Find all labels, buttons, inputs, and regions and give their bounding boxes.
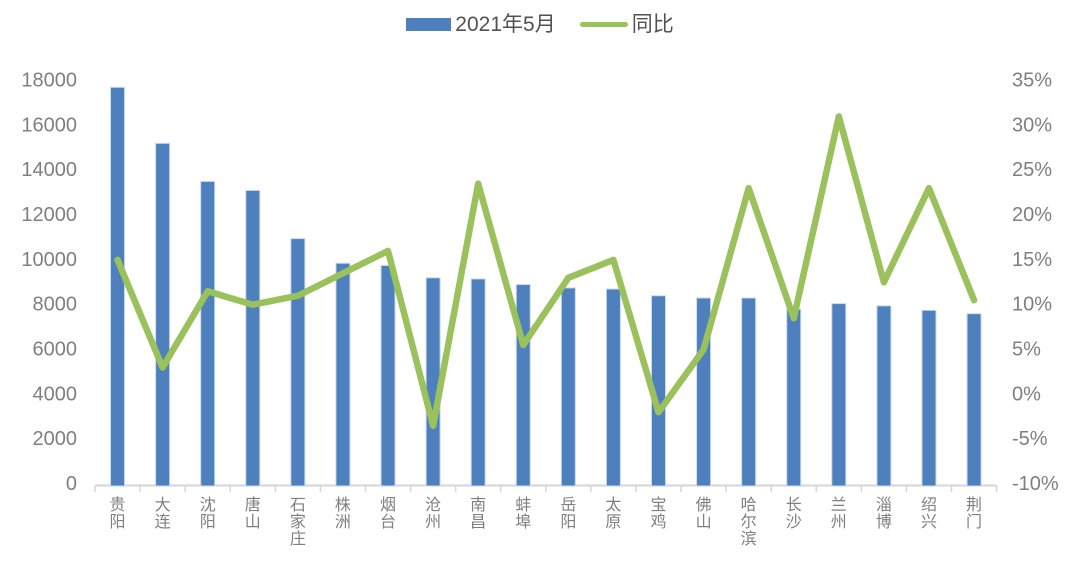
x-axis-category-label: 佛山	[696, 496, 712, 531]
x-axis-category-label: 唐山	[245, 496, 261, 531]
x-axis-category-label: 荆门	[966, 496, 982, 531]
x-axis-category-label: 贵阳	[110, 496, 126, 531]
y-axis-left-tick-label: 12000	[21, 204, 77, 226]
x-axis-category-label: 株洲	[335, 496, 351, 531]
y-axis-left-tick-label: 0	[66, 473, 77, 495]
y-axis-right-tick-label: 15%	[1012, 249, 1052, 271]
bar-株洲	[335, 262, 351, 487]
y-axis-right-tick-label: 10%	[1012, 294, 1052, 316]
y-axis-right-tick-label: 30%	[1012, 114, 1052, 136]
bar-淄博	[876, 305, 892, 487]
x-axis-category-label: 蚌埠	[515, 496, 531, 531]
bar-太原	[605, 288, 621, 487]
x-axis-category-label: 长沙	[786, 496, 802, 531]
x-axis-category-label: 淄博	[876, 496, 892, 531]
x-axis-category-label: 兰州	[831, 496, 847, 531]
bar-兰州	[831, 303, 847, 487]
trend-line	[114, 113, 978, 429]
bar-大连	[155, 142, 171, 487]
legend-item-line-series: 同比	[579, 13, 674, 36]
line-series-swatch	[579, 22, 628, 27]
x-axis-category-label: 南昌	[470, 496, 486, 531]
bar-蚌埠	[515, 284, 531, 487]
x-axis-category-label: 宝鸡	[650, 496, 666, 531]
x-axis-category-label: 沧州	[425, 496, 441, 531]
y-axis-left-tick-label: 14000	[21, 159, 77, 181]
y-axis-left-tick-label: 4000	[33, 383, 78, 405]
legend-item-bar-series: 2021年5月	[406, 13, 556, 36]
x-axis-category-label: 岳阳	[560, 496, 576, 531]
x-axis-category-label: 绍兴	[921, 496, 937, 531]
bar-唐山	[245, 189, 261, 487]
x-axis-category-label: 沈阳	[200, 496, 216, 531]
x-axis-category-label: 哈尔滨	[741, 496, 757, 548]
y-axis-left-tick-label: 18000	[21, 70, 77, 92]
x-axis-category-label: 烟台	[380, 496, 396, 531]
y-axis-right-tick-label: 0%	[1012, 383, 1041, 405]
y-axis-right-tick-label: 25%	[1012, 159, 1052, 181]
bar-烟台	[380, 264, 396, 487]
x-axis-category-label: 大连	[155, 496, 171, 531]
x-axis-category-label: 石家庄	[290, 497, 306, 548]
y-axis-right-tick-label: -10%	[1012, 473, 1059, 495]
y-axis-left-tick-label: 16000	[21, 114, 77, 136]
legend-label-bar-series: 2021年5月	[455, 13, 556, 36]
y-axis-left-tick-label: 8000	[33, 294, 78, 316]
bar-series-swatch	[406, 18, 452, 31]
bar-岳阳	[560, 287, 576, 487]
bar-绍兴	[921, 309, 937, 487]
y-axis-left-tick-label: 2000	[33, 428, 78, 450]
bar-沈阳	[200, 180, 216, 487]
x-axis-category-label: 太原	[605, 496, 621, 531]
bar-贵阳	[110, 86, 126, 487]
bar-南昌	[470, 278, 486, 487]
y-axis-right-tick-label: 20%	[1012, 204, 1052, 226]
y-axis-right-tick-label: 5%	[1012, 339, 1041, 361]
y-axis-left-tick-label: 10000	[21, 249, 77, 271]
y-axis-right-tick-label: -5%	[1012, 428, 1048, 450]
bar-哈尔滨	[741, 297, 757, 487]
bar-石家庄	[290, 238, 306, 487]
legend: 2021年5月 同比	[0, 14, 1080, 35]
legend-label-line-series: 同比	[631, 13, 674, 36]
y-axis-left-tick-label: 6000	[33, 339, 78, 361]
bar-荆门	[966, 313, 982, 487]
y-axis-right-tick-label: 35%	[1012, 70, 1052, 92]
bar-长沙	[786, 308, 802, 487]
